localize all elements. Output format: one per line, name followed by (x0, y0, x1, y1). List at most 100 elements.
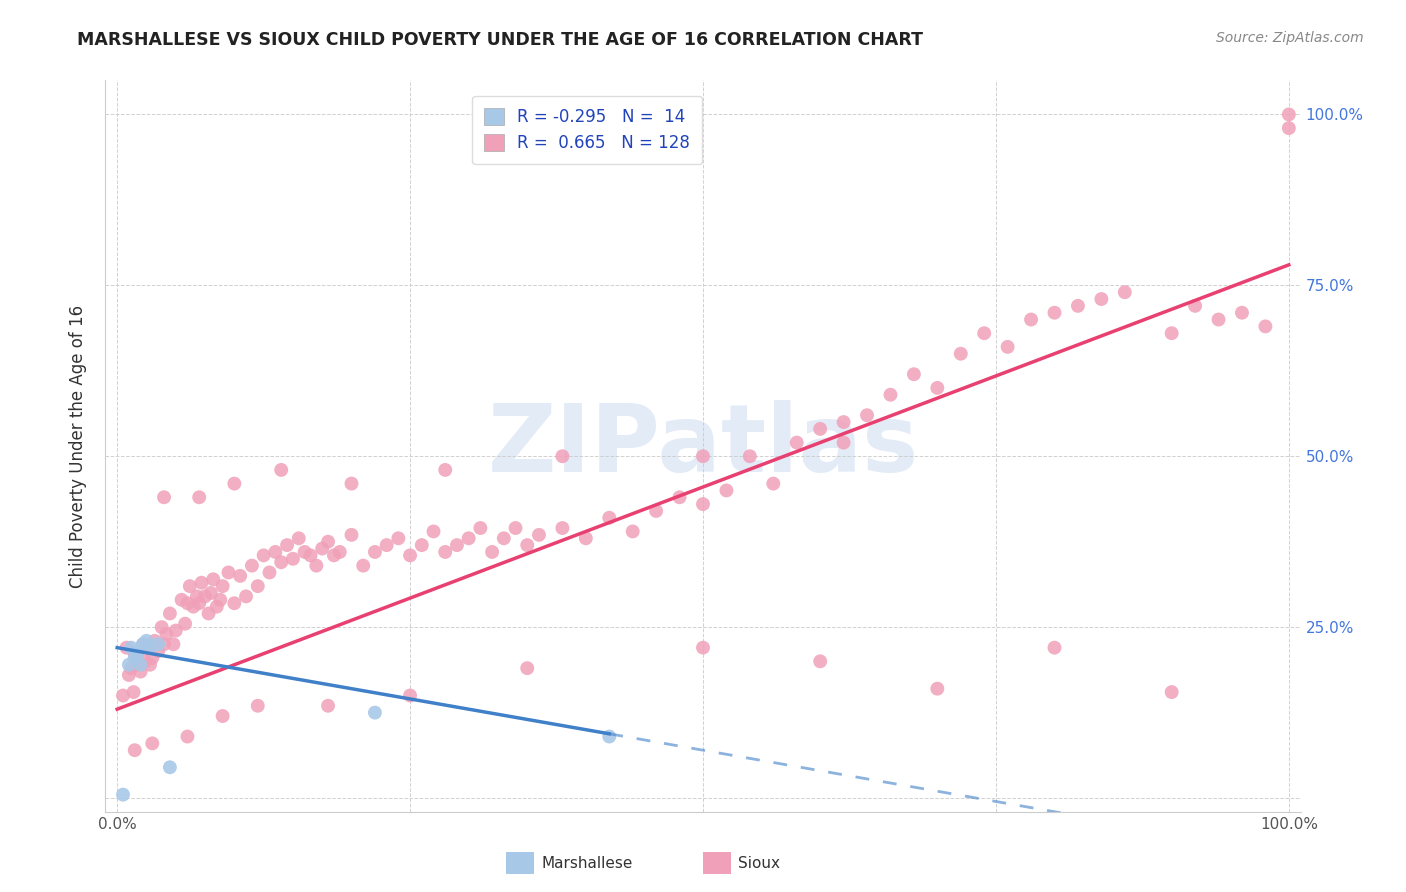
Point (246, 579, 269, 593)
Point (1160, 685, 1182, 699)
Point (692, 449, 714, 463)
Point (1254, 319, 1277, 334)
Point (1043, 640, 1066, 655)
Point (129, 657, 152, 672)
Point (134, 654, 156, 668)
Point (176, 596, 198, 610)
Point (253, 549, 276, 563)
Point (505, 521, 527, 535)
Point (176, 730, 198, 744)
Point (1043, 306, 1066, 320)
Point (738, 449, 761, 463)
Point (1067, 299, 1090, 313)
Point (808, 422, 831, 436)
Point (159, 607, 181, 621)
Point (551, 449, 574, 463)
Point (786, 435, 808, 450)
Point (139, 640, 162, 655)
Point (598, 510, 620, 524)
Point (270, 555, 292, 569)
Text: Sioux: Sioux (738, 856, 780, 871)
Point (305, 558, 328, 573)
Point (132, 637, 155, 651)
Point (188, 490, 211, 504)
Point (375, 538, 398, 552)
Point (973, 326, 995, 341)
Point (202, 572, 225, 586)
Point (481, 545, 503, 559)
Point (322, 549, 346, 563)
Point (153, 490, 176, 504)
Point (1184, 299, 1206, 313)
Point (311, 541, 333, 556)
Legend: R = -0.295   N =  14, R =  0.665   N = 128: R = -0.295 N = 14, R = 0.665 N = 128 (472, 96, 702, 164)
Point (716, 483, 738, 498)
Point (127, 648, 149, 662)
Point (492, 531, 515, 545)
Point (516, 661, 538, 675)
Point (879, 388, 901, 402)
Point (112, 689, 135, 703)
Point (352, 558, 374, 573)
Point (143, 633, 166, 648)
Point (246, 698, 269, 713)
Point (949, 347, 972, 361)
Point (668, 490, 690, 504)
Point (1208, 312, 1230, 326)
Point (387, 531, 409, 545)
Point (264, 545, 287, 559)
Point (211, 579, 233, 593)
Point (340, 528, 363, 542)
Point (1278, 107, 1301, 121)
Y-axis label: Child Poverty Under the Age of 16: Child Poverty Under the Age of 16 (69, 304, 87, 588)
Point (139, 657, 162, 672)
Point (551, 521, 574, 535)
Point (120, 640, 142, 655)
Point (118, 668, 141, 682)
Point (124, 743, 146, 757)
Point (1278, 121, 1301, 136)
Point (422, 524, 444, 539)
Point (179, 579, 201, 593)
Point (1230, 306, 1253, 320)
Point (692, 640, 714, 655)
Point (457, 531, 479, 545)
Point (411, 538, 433, 552)
Point (808, 654, 831, 668)
Point (115, 640, 138, 655)
Point (692, 497, 714, 511)
Point (125, 657, 148, 672)
Text: MARSHALLESE VS SIOUX CHILD POVERTY UNDER THE AGE OF 16 CORRELATION CHART: MARSHALLESE VS SIOUX CHILD POVERTY UNDER… (77, 31, 924, 49)
Point (1019, 312, 1042, 326)
Point (197, 607, 219, 621)
Point (141, 651, 163, 665)
Point (129, 665, 152, 679)
Text: Source: ZipAtlas.com: Source: ZipAtlas.com (1216, 31, 1364, 45)
Point (832, 435, 855, 450)
Point (270, 463, 292, 477)
Point (527, 528, 550, 542)
Point (124, 651, 146, 665)
Point (150, 620, 173, 634)
Point (364, 545, 387, 559)
Text: Marshallese: Marshallese (541, 856, 633, 871)
Point (316, 698, 339, 713)
Point (162, 637, 184, 651)
Point (340, 476, 363, 491)
Point (287, 531, 309, 545)
Point (240, 558, 263, 573)
Point (299, 549, 322, 563)
Point (1090, 292, 1112, 306)
Point (224, 476, 246, 491)
Point (127, 644, 149, 658)
Point (598, 730, 620, 744)
Point (229, 569, 252, 583)
Point (927, 681, 949, 696)
Point (516, 538, 538, 552)
Point (575, 531, 598, 545)
Point (224, 596, 246, 610)
Point (209, 592, 232, 607)
Point (211, 709, 233, 723)
Point (235, 590, 257, 604)
Point (1160, 326, 1182, 341)
